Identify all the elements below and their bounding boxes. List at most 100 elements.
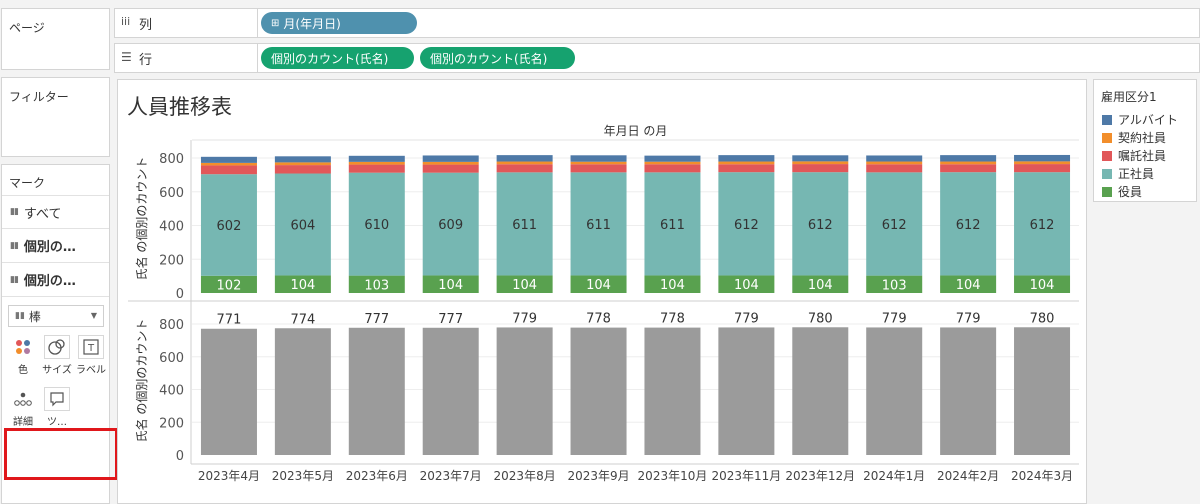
pages-panel[interactable]: ページ	[1, 8, 110, 70]
legend-swatch	[1102, 114, 1112, 125]
bar-segment	[940, 155, 997, 162]
marks-panel: マーク ▮▮ すべて ▮▮ 個別の… ▮▮ 個別の… ▮▮ 棒 ▼ 色	[1, 164, 110, 504]
data-label: 611	[586, 218, 611, 233]
size-button[interactable]: サイズ	[42, 335, 72, 376]
filters-panel[interactable]: フィルター	[1, 77, 110, 157]
rows-pill-2[interactable]: 個別のカウント(氏名)	[420, 47, 575, 69]
legend-swatch	[1102, 150, 1112, 161]
bar-segment	[422, 161, 479, 165]
bar-segment	[570, 155, 627, 162]
label-button[interactable]: T ラベル	[76, 335, 106, 376]
legend-swatch	[1102, 168, 1112, 179]
color-icon	[10, 335, 36, 359]
chart-svg: 年月日 の月 0 200 400 600 800 氏名 の個別のカウント 102 602 104 6…	[128, 124, 1079, 483]
marks-card-measure-1[interactable]: ▮▮ 個別の…	[2, 229, 109, 263]
bar-segment	[1014, 161, 1071, 165]
marks-card-all[interactable]: ▮▮ すべて	[2, 195, 109, 229]
bar-segment	[200, 156, 257, 163]
data-label: 103	[882, 278, 907, 293]
bar-segment	[644, 155, 701, 162]
y-tick-label: 600	[159, 186, 184, 201]
marks-card-measure-2[interactable]: ▮▮ 個別の…	[2, 263, 109, 297]
color-legend: 雇用区分1 アルバイト 契約社員 嘱託社員 正社員 役員	[1093, 79, 1197, 202]
x-tick-label: 2024年2月	[937, 469, 999, 483]
rows-pill-1-label: 個別のカウント(氏名)	[271, 51, 389, 66]
expand-icon: ⊞	[271, 17, 280, 29]
viz-sheet: 人員推移表 年月日 の月 0 200 400 600 800 氏名 の個別のカウント 102 6…	[117, 79, 1087, 504]
bar-segment	[1014, 154, 1071, 162]
columns-pill-month[interactable]: ⊞ 月(年月日)	[261, 12, 417, 34]
legend-item-officer[interactable]: 役員	[1102, 183, 1142, 200]
legend-swatch	[1102, 186, 1112, 197]
bar-segment	[422, 172, 479, 276]
legend-label: アルバイト	[1118, 113, 1178, 127]
columns-pill-label: 月(年月日)	[283, 16, 341, 31]
bar-mark-icon: ▮▮	[15, 311, 25, 321]
bar-segment	[496, 172, 553, 276]
bar-segment	[1014, 275, 1071, 293]
bar-segment	[940, 172, 997, 276]
bar-segment	[1014, 164, 1071, 173]
legend-item-regular[interactable]: 正社員	[1102, 165, 1154, 182]
bar-segment	[792, 161, 849, 165]
data-label: 771	[217, 313, 242, 328]
bar-segment	[718, 155, 775, 162]
x-tick-label: 2023年7月	[420, 469, 482, 483]
rows-pill-1[interactable]: 個別のカウント(氏名)	[261, 47, 414, 69]
bar-segment	[1014, 172, 1071, 276]
legend-item-contract[interactable]: 契約社員	[1102, 129, 1166, 146]
bar	[570, 327, 627, 455]
bar	[866, 327, 923, 455]
x-tick-label: 2023年8月	[494, 469, 556, 483]
data-label: 778	[660, 312, 685, 327]
bar-segment	[496, 161, 553, 165]
x-tick-label: 2023年9月	[567, 469, 629, 483]
data-label: 612	[734, 218, 759, 233]
bar-segment	[866, 172, 923, 276]
bar-segment	[496, 155, 553, 162]
legend-swatch	[1102, 132, 1112, 143]
detail-button[interactable]: 詳細	[8, 387, 38, 428]
bar-segment	[718, 275, 775, 293]
bar-segment	[200, 174, 257, 276]
y-tick-label: 600	[159, 351, 184, 366]
bar-segment	[570, 161, 627, 165]
y-axis-title: 氏名 の個別のカウント	[134, 319, 149, 443]
mark-type-value: 棒	[28, 309, 41, 324]
legend-item-shokutaku[interactable]: 嘱託社員	[1102, 147, 1166, 164]
detail-label: 詳細	[13, 417, 33, 428]
bar	[422, 327, 479, 455]
tooltip-button[interactable]: ツ…	[42, 387, 72, 428]
bar-segment	[792, 164, 849, 173]
rows-pill-2-label: 個別のカウント(氏名)	[430, 51, 548, 66]
data-label: 774	[290, 312, 315, 327]
x-tick-label: 2023年5月	[272, 469, 334, 483]
y-tick-label: 400	[159, 220, 184, 235]
rows-shelf[interactable]: ☰ 行 個別のカウント(氏名) 個別のカウント(氏名)	[114, 43, 1200, 73]
legend-item-arbeit[interactable]: アルバイト	[1102, 111, 1178, 128]
y-tick-label: 200	[159, 416, 184, 431]
bar	[348, 327, 405, 455]
bar-segment	[940, 161, 997, 165]
bar-segment	[866, 161, 923, 165]
y-tick-label: 400	[159, 384, 184, 399]
data-label: 104	[956, 278, 981, 293]
data-label: 779	[956, 311, 981, 326]
marks-card-all-label: すべて	[23, 206, 62, 222]
mark-type-dropdown[interactable]: ▮▮ 棒 ▼	[8, 305, 104, 327]
shelf-divider	[257, 44, 258, 72]
y-tick-label: 800	[159, 152, 184, 167]
bar-mark-icon: ▮▮	[10, 240, 19, 251]
columns-shelf[interactable]: iii 列 ⊞ 月(年月日)	[114, 8, 1200, 38]
data-label: 778	[586, 312, 611, 327]
data-label: 104	[1030, 278, 1055, 293]
color-button[interactable]: 色	[8, 335, 38, 376]
bar-segment	[866, 275, 923, 293]
bar-mark-icon: ▮▮	[10, 207, 19, 217]
tooltip-label: ツ…	[47, 417, 67, 428]
data-label: 779	[882, 311, 907, 326]
data-label: 777	[364, 312, 389, 327]
data-label: 779	[734, 311, 759, 326]
x-tick-label: 2024年1月	[863, 469, 925, 483]
bar-segment	[348, 155, 405, 162]
